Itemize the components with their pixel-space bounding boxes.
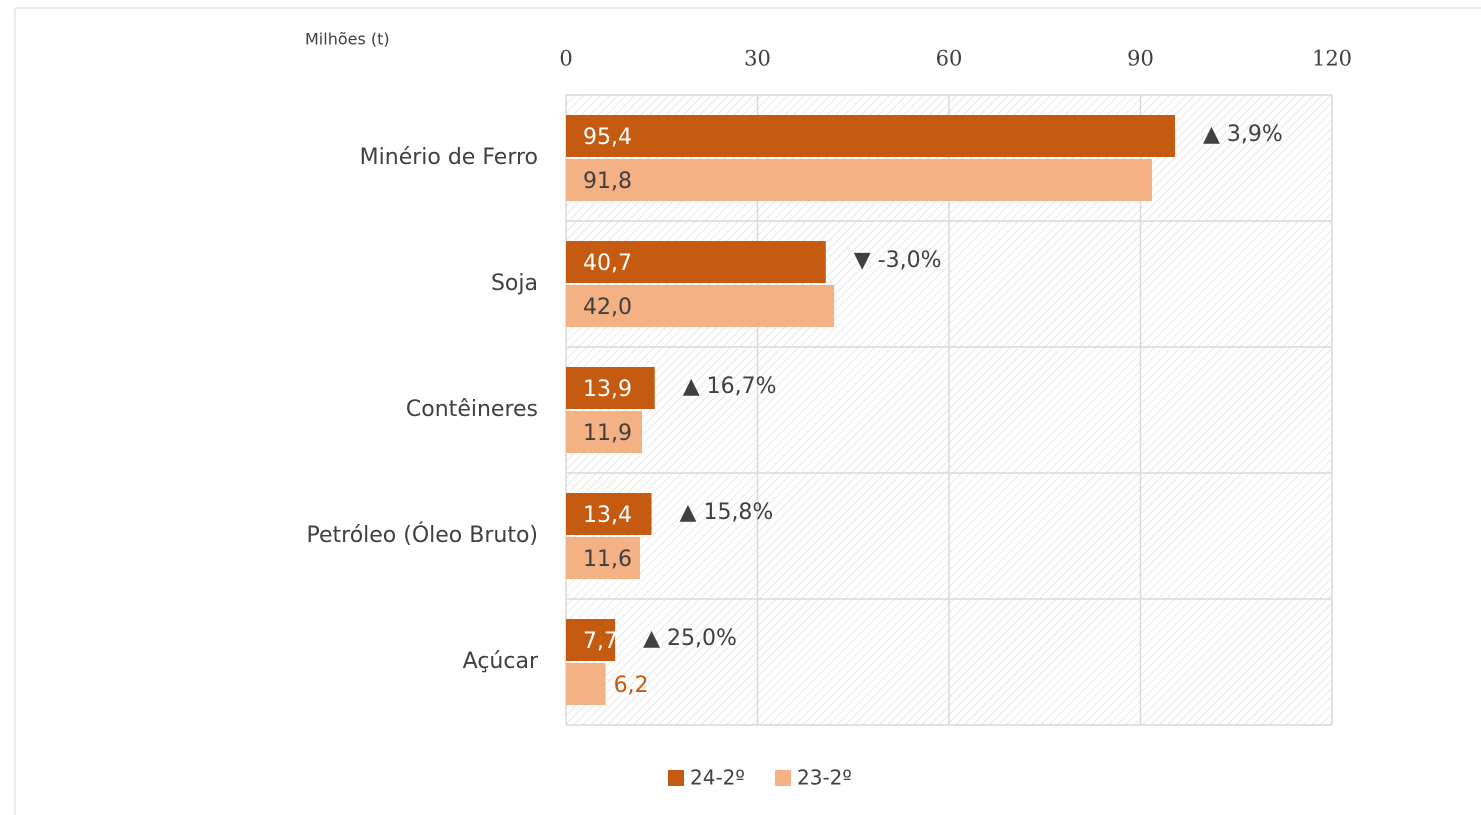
legend-swatch (775, 770, 791, 786)
x-tick-label: 120 (1312, 47, 1352, 71)
data-label: 91,8 (583, 169, 632, 194)
legend-swatch (668, 770, 684, 786)
bar (566, 619, 616, 661)
category-label: Açúcar (463, 649, 539, 674)
change-annotation: ▼ -3,0% (854, 248, 942, 273)
category-label: Minério de Ferro (360, 145, 538, 170)
axis-label: Milhões (t) (305, 30, 390, 49)
bar (566, 493, 652, 535)
x-tick-label: 90 (1127, 47, 1154, 71)
data-label: 13,9 (583, 377, 632, 402)
x-tick-label: 60 (936, 47, 963, 71)
legend-label: 23-2º (797, 766, 852, 790)
data-label: 6,2 (614, 673, 649, 698)
category-label: Petróleo (Óleo Bruto) (306, 522, 538, 548)
x-tick-label: 30 (744, 47, 771, 71)
data-label: 11,9 (583, 421, 632, 446)
bar (566, 285, 835, 327)
bar (566, 663, 606, 705)
bar (566, 537, 641, 579)
change-annotation: ▲ 25,0% (643, 626, 737, 651)
bar (566, 115, 1175, 157)
category-label: Soja (491, 271, 538, 296)
category-label: Contêineres (406, 397, 538, 422)
legend-label: 24-2º (690, 766, 745, 790)
change-annotation: ▲ 15,8% (680, 500, 774, 525)
data-label: 7,7 (583, 629, 618, 654)
x-tick-label: 0 (559, 47, 572, 71)
bar (566, 367, 655, 409)
data-label: 13,4 (583, 503, 632, 528)
change-annotation: ▲ 3,9% (1203, 122, 1283, 147)
change-annotation: ▲ 16,7% (683, 374, 777, 399)
data-label: 40,7 (583, 251, 632, 276)
bar (566, 241, 826, 283)
data-label: 42,0 (583, 295, 632, 320)
bar (566, 411, 642, 453)
data-label: 95,4 (583, 125, 632, 150)
data-label: 11,6 (583, 547, 632, 572)
bar (566, 159, 1152, 201)
